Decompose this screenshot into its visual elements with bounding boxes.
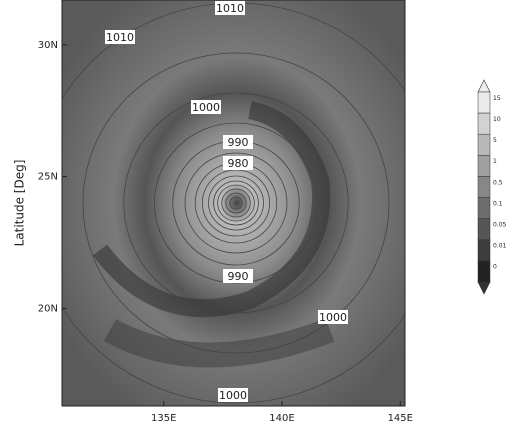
colorbar-band xyxy=(478,240,490,261)
colorbar-band xyxy=(478,155,490,176)
colorbar-top xyxy=(478,80,490,92)
y-tick-label: 30N xyxy=(38,40,58,51)
colorbar-band xyxy=(478,134,490,155)
y-tick-label: 20N xyxy=(38,303,58,314)
contour-label: 1000 xyxy=(319,311,347,324)
figure: Latitude [Deg] 135E140E145E20N25N30N1010… xyxy=(0,0,509,426)
colorbar-label: 0.5 xyxy=(493,179,503,186)
colorbar-band xyxy=(478,113,490,134)
contour-label: 1010 xyxy=(216,2,244,15)
contour-label: 980 xyxy=(228,157,249,170)
y-axis-label: Latitude [Deg] xyxy=(13,160,27,247)
colorbar-label: 0 xyxy=(493,264,497,271)
map-field xyxy=(32,0,440,406)
colorbar-label: 10 xyxy=(493,116,501,123)
colorbar-label: 5 xyxy=(493,137,497,144)
colorbar-label: 0.01 xyxy=(493,243,507,250)
contour-label: 1000 xyxy=(192,101,220,114)
colorbar-band xyxy=(478,92,490,113)
x-tick-label: 140E xyxy=(269,413,294,424)
contour-label: 1010 xyxy=(106,31,134,44)
x-tick-label: 135E xyxy=(151,413,176,424)
colorbar-band xyxy=(478,219,490,240)
y-tick-label: 25N xyxy=(38,172,58,183)
colorbar-label: 0.05 xyxy=(493,222,507,229)
colorbar-band xyxy=(478,198,490,219)
colorbar-band xyxy=(478,176,490,197)
colorbar-label: 15 xyxy=(493,95,501,102)
colorbar-band xyxy=(478,261,490,282)
colorbar-label: 1 xyxy=(493,158,497,165)
colorbar-bottom xyxy=(478,282,490,294)
contour-label: 1000 xyxy=(219,389,247,402)
contour-label: 990 xyxy=(228,136,249,149)
colorbar-label: 0.1 xyxy=(493,200,503,207)
contour-label: 990 xyxy=(228,270,249,283)
x-tick-label: 145E xyxy=(388,413,413,424)
